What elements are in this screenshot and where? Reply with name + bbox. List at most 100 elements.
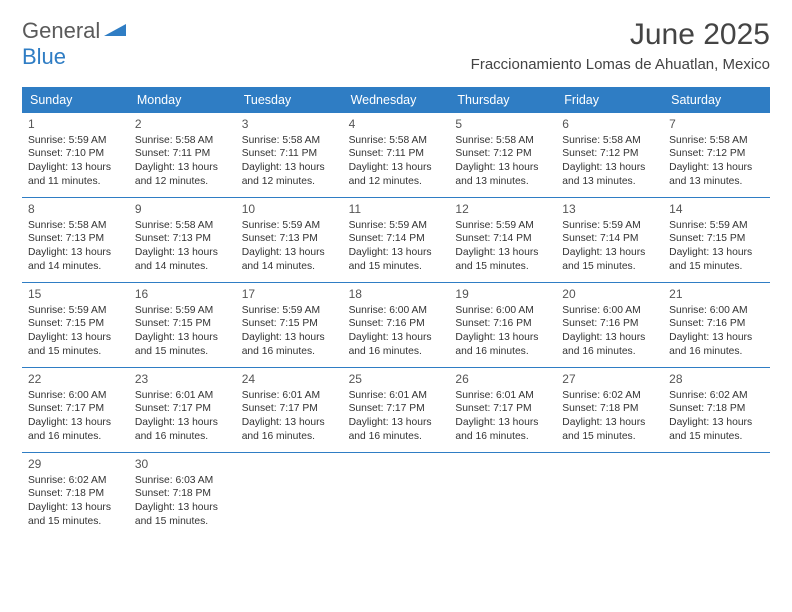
- day-sr: Sunrise: 6:01 AM: [135, 389, 230, 403]
- day-d1: Daylight: 13 hours: [28, 331, 123, 345]
- day-ss: Sunset: 7:18 PM: [28, 487, 123, 501]
- day-ss: Sunset: 7:17 PM: [242, 402, 337, 416]
- day-number: 4: [349, 117, 444, 133]
- day-d2: and 16 minutes.: [349, 430, 444, 444]
- day-ss: Sunset: 7:14 PM: [562, 232, 657, 246]
- day-sr: Sunrise: 5:59 AM: [455, 219, 550, 233]
- day-d1: Daylight: 13 hours: [349, 416, 444, 430]
- day-sr: Sunrise: 5:59 AM: [242, 219, 337, 233]
- dayhead-saturday: Saturday: [663, 87, 770, 113]
- day-ss: Sunset: 7:17 PM: [455, 402, 550, 416]
- day-number: 5: [455, 117, 550, 133]
- day-sr: Sunrise: 6:02 AM: [669, 389, 764, 403]
- title-block: June 2025 Fraccionamiento Lomas de Ahuat…: [471, 18, 770, 73]
- calendar-grid: SundayMondayTuesdayWednesdayThursdayFrid…: [22, 87, 770, 537]
- logo: General Blue: [22, 18, 130, 70]
- day-cell-blank: [556, 453, 663, 537]
- day-ss: Sunset: 7:17 PM: [135, 402, 230, 416]
- day-d1: Daylight: 13 hours: [669, 331, 764, 345]
- day-d1: Daylight: 13 hours: [669, 161, 764, 175]
- day-sr: Sunrise: 5:59 AM: [349, 219, 444, 233]
- day-ss: Sunset: 7:15 PM: [135, 317, 230, 331]
- dayhead-wednesday: Wednesday: [343, 87, 450, 113]
- day-sr: Sunrise: 6:00 AM: [562, 304, 657, 318]
- day-d1: Daylight: 13 hours: [562, 246, 657, 260]
- day-cell-1: 1Sunrise: 5:59 AMSunset: 7:10 PMDaylight…: [22, 113, 129, 197]
- day-number: 22: [28, 372, 123, 388]
- day-d1: Daylight: 13 hours: [455, 246, 550, 260]
- day-d1: Daylight: 13 hours: [242, 416, 337, 430]
- dayhead-thursday: Thursday: [449, 87, 556, 113]
- day-ss: Sunset: 7:11 PM: [349, 147, 444, 161]
- day-sr: Sunrise: 6:00 AM: [28, 389, 123, 403]
- day-d2: and 11 minutes.: [28, 175, 123, 189]
- dayhead-tuesday: Tuesday: [236, 87, 343, 113]
- day-number: 29: [28, 457, 123, 473]
- day-cell-7: 7Sunrise: 5:58 AMSunset: 7:12 PMDaylight…: [663, 113, 770, 197]
- day-d2: and 15 minutes.: [135, 515, 230, 529]
- day-number: 2: [135, 117, 230, 133]
- day-cell-17: 17Sunrise: 5:59 AMSunset: 7:15 PMDayligh…: [236, 283, 343, 367]
- day-cell-9: 9Sunrise: 5:58 AMSunset: 7:13 PMDaylight…: [129, 198, 236, 282]
- day-sr: Sunrise: 6:02 AM: [562, 389, 657, 403]
- day-number: 3: [242, 117, 337, 133]
- day-cell-6: 6Sunrise: 5:58 AMSunset: 7:12 PMDaylight…: [556, 113, 663, 197]
- day-d1: Daylight: 13 hours: [135, 416, 230, 430]
- logo-triangle-icon: [104, 22, 130, 43]
- day-d2: and 15 minutes.: [455, 260, 550, 274]
- day-d2: and 15 minutes.: [349, 260, 444, 274]
- day-cell-3: 3Sunrise: 5:58 AMSunset: 7:11 PMDaylight…: [236, 113, 343, 197]
- day-number: 20: [562, 287, 657, 303]
- day-d2: and 15 minutes.: [669, 260, 764, 274]
- day-d2: and 15 minutes.: [28, 515, 123, 529]
- day-d1: Daylight: 13 hours: [28, 246, 123, 260]
- day-d1: Daylight: 13 hours: [455, 161, 550, 175]
- day-sr: Sunrise: 5:58 AM: [242, 134, 337, 148]
- day-ss: Sunset: 7:11 PM: [242, 147, 337, 161]
- day-number: 7: [669, 117, 764, 133]
- day-sr: Sunrise: 6:02 AM: [28, 474, 123, 488]
- day-sr: Sunrise: 5:58 AM: [562, 134, 657, 148]
- day-cell-16: 16Sunrise: 5:59 AMSunset: 7:15 PMDayligh…: [129, 283, 236, 367]
- day-ss: Sunset: 7:16 PM: [349, 317, 444, 331]
- day-d2: and 15 minutes.: [669, 430, 764, 444]
- day-ss: Sunset: 7:12 PM: [669, 147, 764, 161]
- day-number: 16: [135, 287, 230, 303]
- day-d2: and 16 minutes.: [135, 430, 230, 444]
- day-ss: Sunset: 7:14 PM: [455, 232, 550, 246]
- day-d2: and 16 minutes.: [455, 345, 550, 359]
- day-sr: Sunrise: 5:59 AM: [28, 134, 123, 148]
- day-d1: Daylight: 13 hours: [242, 331, 337, 345]
- day-number: 21: [669, 287, 764, 303]
- day-d2: and 16 minutes.: [28, 430, 123, 444]
- day-sr: Sunrise: 5:59 AM: [562, 219, 657, 233]
- day-d2: and 12 minutes.: [135, 175, 230, 189]
- day-cell-15: 15Sunrise: 5:59 AMSunset: 7:15 PMDayligh…: [22, 283, 129, 367]
- day-number: 8: [28, 202, 123, 218]
- logo-word-blue: Blue: [22, 44, 66, 69]
- day-cell-11: 11Sunrise: 5:59 AMSunset: 7:14 PMDayligh…: [343, 198, 450, 282]
- day-d2: and 16 minutes.: [349, 345, 444, 359]
- day-number: 15: [28, 287, 123, 303]
- day-d2: and 13 minutes.: [562, 175, 657, 189]
- header: General Blue June 2025 Fraccionamiento L…: [0, 0, 792, 79]
- day-ss: Sunset: 7:17 PM: [28, 402, 123, 416]
- day-cell-30: 30Sunrise: 6:03 AMSunset: 7:18 PMDayligh…: [129, 453, 236, 537]
- day-ss: Sunset: 7:16 PM: [669, 317, 764, 331]
- day-d2: and 16 minutes.: [669, 345, 764, 359]
- day-ss: Sunset: 7:14 PM: [349, 232, 444, 246]
- day-cell-20: 20Sunrise: 6:00 AMSunset: 7:16 PMDayligh…: [556, 283, 663, 367]
- day-d2: and 14 minutes.: [242, 260, 337, 274]
- day-d1: Daylight: 13 hours: [135, 161, 230, 175]
- day-d1: Daylight: 13 hours: [669, 416, 764, 430]
- day-ss: Sunset: 7:18 PM: [669, 402, 764, 416]
- day-number: 11: [349, 202, 444, 218]
- day-sr: Sunrise: 6:00 AM: [349, 304, 444, 318]
- day-ss: Sunset: 7:15 PM: [28, 317, 123, 331]
- day-d1: Daylight: 13 hours: [562, 161, 657, 175]
- day-number: 12: [455, 202, 550, 218]
- day-cell-27: 27Sunrise: 6:02 AMSunset: 7:18 PMDayligh…: [556, 368, 663, 452]
- day-cell-28: 28Sunrise: 6:02 AMSunset: 7:18 PMDayligh…: [663, 368, 770, 452]
- day-sr: Sunrise: 6:03 AM: [135, 474, 230, 488]
- day-ss: Sunset: 7:11 PM: [135, 147, 230, 161]
